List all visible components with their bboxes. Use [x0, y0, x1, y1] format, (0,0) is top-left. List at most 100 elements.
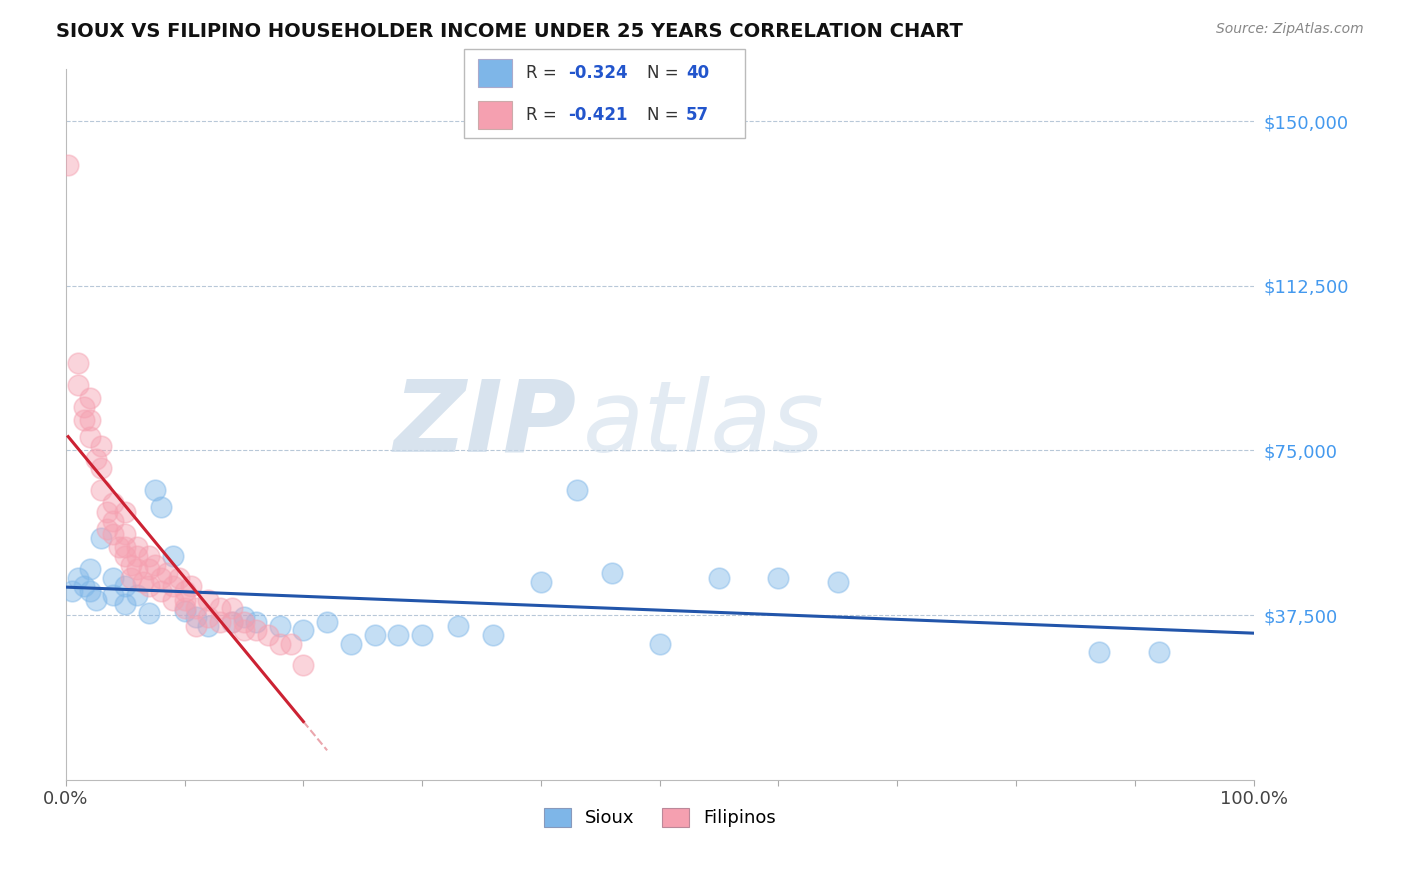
Point: [56, 158, 79, 172]
Point: [209, 601, 232, 615]
Point: [280, 636, 302, 650]
Point: [221, 601, 243, 615]
Point: [149, 583, 172, 598]
Point: [245, 624, 267, 638]
Point: [84, 452, 107, 467]
Point: [269, 636, 291, 650]
Point: [114, 505, 136, 519]
Point: [66, 356, 89, 370]
Point: [149, 500, 172, 515]
Point: [221, 615, 243, 629]
Point: [447, 619, 470, 633]
Point: [90, 461, 112, 475]
Point: [103, 526, 125, 541]
FancyBboxPatch shape: [464, 49, 745, 138]
Point: [72, 579, 94, 593]
Point: [209, 615, 232, 629]
Point: [173, 604, 195, 618]
Text: N =: N =: [647, 106, 683, 124]
Point: [79, 412, 101, 426]
Point: [103, 496, 125, 510]
Point: [143, 558, 166, 572]
Point: [125, 562, 148, 576]
Point: [600, 566, 623, 581]
Point: [103, 571, 125, 585]
Point: [138, 562, 160, 576]
Point: [138, 606, 160, 620]
Text: -0.421: -0.421: [568, 106, 627, 124]
Legend: Sioux, Filipinos: Sioux, Filipinos: [536, 801, 783, 835]
Point: [90, 483, 112, 497]
Point: [143, 483, 166, 497]
Point: [173, 601, 195, 615]
Point: [114, 549, 136, 563]
Text: R =: R =: [526, 64, 562, 82]
Point: [292, 658, 315, 673]
Point: [66, 377, 89, 392]
Point: [197, 610, 219, 624]
Point: [79, 430, 101, 444]
Point: [186, 601, 208, 615]
Point: [103, 514, 125, 528]
FancyBboxPatch shape: [478, 101, 512, 129]
Point: [114, 540, 136, 554]
Point: [827, 575, 849, 590]
Text: R =: R =: [526, 106, 562, 124]
Point: [707, 571, 730, 585]
Point: [363, 628, 385, 642]
Point: [149, 571, 172, 585]
Point: [125, 540, 148, 554]
Point: [233, 624, 256, 638]
Point: [180, 579, 202, 593]
Text: 40: 40: [686, 64, 709, 82]
Point: [173, 592, 195, 607]
Point: [648, 636, 671, 650]
Point: [138, 579, 160, 593]
Point: [530, 575, 553, 590]
Point: [186, 610, 208, 624]
Point: [103, 588, 125, 602]
Text: SIOUX VS FILIPINO HOUSEHOLDER INCOME UNDER 25 YEARS CORRELATION CHART: SIOUX VS FILIPINO HOUSEHOLDER INCOME UND…: [56, 22, 963, 41]
Point: [565, 483, 588, 497]
Point: [114, 597, 136, 611]
Point: [482, 628, 505, 642]
Point: [162, 549, 184, 563]
Text: 57: 57: [686, 106, 709, 124]
Text: Source: ZipAtlas.com: Source: ZipAtlas.com: [1216, 22, 1364, 37]
Point: [79, 391, 101, 405]
Text: atlas: atlas: [582, 376, 824, 473]
Point: [90, 439, 112, 453]
Point: [269, 619, 291, 633]
Point: [120, 558, 142, 572]
Point: [125, 588, 148, 602]
Point: [79, 562, 101, 576]
Point: [1147, 645, 1170, 659]
Point: [1088, 645, 1111, 659]
Point: [162, 579, 184, 593]
Point: [66, 571, 89, 585]
Point: [72, 400, 94, 414]
Point: [162, 592, 184, 607]
Point: [167, 571, 190, 585]
Point: [114, 526, 136, 541]
Point: [340, 636, 363, 650]
Point: [387, 628, 409, 642]
Point: [114, 579, 136, 593]
Point: [768, 571, 790, 585]
Point: [84, 592, 107, 607]
Point: [156, 566, 179, 581]
Point: [120, 571, 142, 585]
Point: [221, 615, 243, 629]
Point: [197, 592, 219, 607]
Point: [90, 531, 112, 545]
Point: [72, 412, 94, 426]
Point: [138, 549, 160, 563]
Point: [173, 583, 195, 598]
Text: -0.324: -0.324: [568, 64, 627, 82]
Point: [60, 583, 83, 598]
Point: [292, 624, 315, 638]
Point: [79, 583, 101, 598]
Point: [125, 549, 148, 563]
Point: [233, 610, 256, 624]
Point: [132, 575, 155, 590]
